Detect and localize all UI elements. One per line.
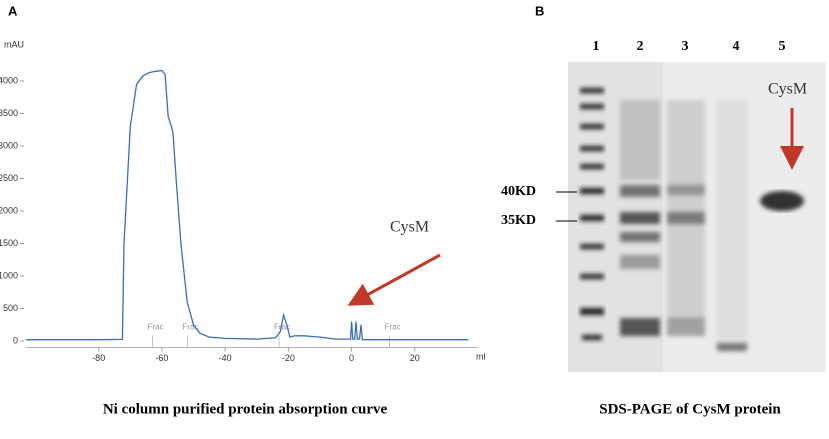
frac-label: Frac (148, 323, 164, 332)
panel-label: B (535, 3, 544, 18)
y-tick-label: 2500 (0, 173, 18, 183)
y-tick-label: 3500 (0, 108, 18, 118)
lane-label: 2 (637, 39, 644, 54)
x-tick-label: -40 (219, 353, 232, 363)
y-tick-label: 3000 (0, 140, 18, 150)
y-tick-label: 500 (3, 303, 18, 313)
x-tick-label: -20 (282, 353, 295, 363)
x-axis-label: ml (476, 351, 486, 361)
y-tick-label: 0 (13, 335, 18, 345)
marker-label: 35KD (501, 213, 536, 228)
marker-label: 40KD (501, 184, 536, 199)
x-tick-label: -60 (155, 353, 168, 363)
lane-label: 5 (779, 39, 786, 54)
x-tick-label: 20 (410, 353, 420, 363)
frac-label: Frac (182, 323, 198, 332)
y-axis-label: mAU (4, 39, 24, 49)
lane-label: 1 (593, 39, 600, 54)
gel-image (568, 62, 826, 372)
caption: Ni column purified protein absorption cu… (103, 401, 388, 417)
annotation: CysM (768, 81, 807, 98)
frac-label: Frac (274, 323, 290, 332)
x-tick-label: 0 (349, 353, 354, 363)
lane-label: 4 (733, 39, 740, 54)
annotation: CysM (390, 219, 429, 236)
caption: SDS-PAGE of CysM protein (599, 401, 781, 417)
curve (26, 69, 469, 341)
y-tick-label: 4000 (0, 75, 18, 85)
x-tick-label: -80 (92, 353, 105, 363)
y-tick-label: 1500 (0, 238, 18, 248)
y-tick-label: 1000 (0, 270, 18, 280)
arrow (347, 253, 441, 306)
y-tick-label: 2000 (0, 205, 18, 215)
lane-label: 3 (682, 39, 689, 54)
panel-label: A (8, 3, 18, 18)
frac-label: Frac (385, 323, 401, 332)
